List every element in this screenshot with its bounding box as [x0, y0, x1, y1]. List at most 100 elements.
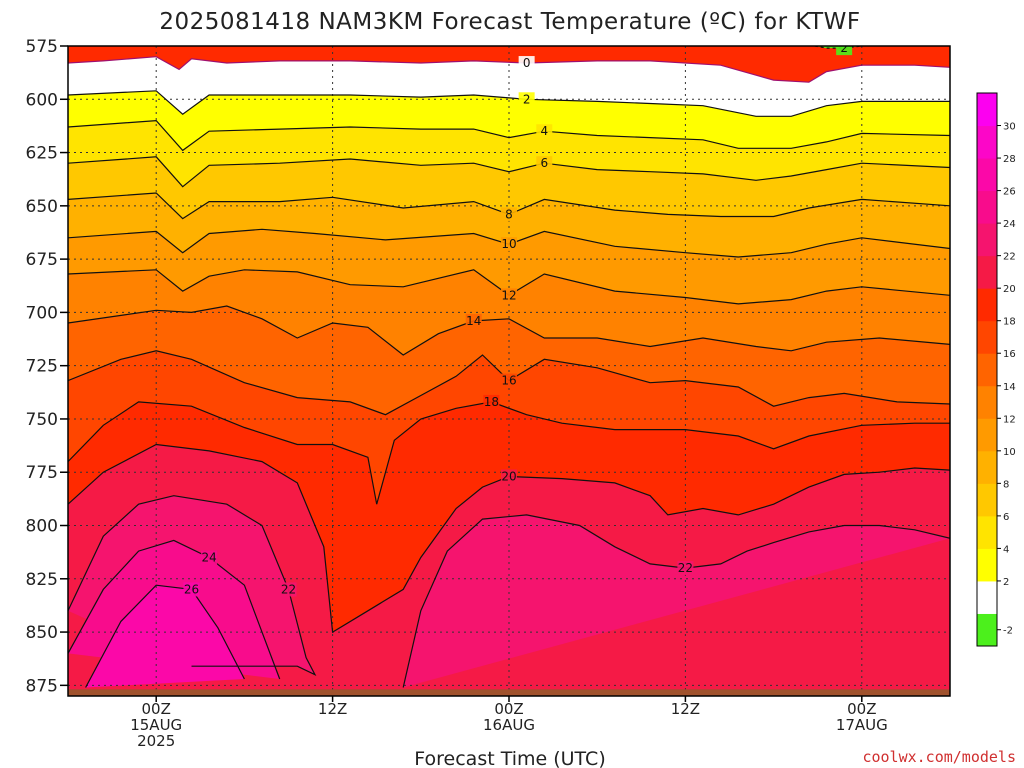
ytick-label-775: 775	[26, 463, 58, 483]
xtick-label-20-1: 16AUG	[483, 716, 535, 734]
ytick-label-625: 625	[26, 144, 58, 164]
colorbar-bin-16	[977, 320, 997, 354]
contour-label-bg-11	[501, 469, 517, 484]
colorbar-bin-4	[977, 515, 997, 549]
ytick-label-875: 875	[26, 676, 58, 696]
colorbar-label-22: 22	[1003, 252, 1016, 263]
xtick-label-40-0: 00Z	[847, 700, 876, 718]
contour-label-18-10: 18	[484, 395, 499, 409]
colorbar-bin-28	[977, 125, 997, 159]
temperature-bands	[68, 46, 950, 696]
contour-16-9	[68, 350, 950, 416]
contour-label-bg-12	[280, 582, 297, 597]
credit-link[interactable]: coolwx.com/models	[862, 748, 1016, 766]
contour-0-0	[68, 56, 950, 83]
colorbar-label-30: 30	[1003, 122, 1016, 133]
colorbar-bin-0	[977, 580, 997, 614]
contour-label-bg-5	[501, 207, 517, 222]
ytick-label-750: 750	[26, 410, 58, 430]
colorbar-label--2: -2	[1003, 626, 1013, 637]
xtick-label-0-1: 15AUG	[130, 716, 182, 734]
colorbar-bin-8	[977, 450, 997, 484]
contour-label-6-4: 6	[540, 156, 548, 170]
contour-18-10	[68, 401, 950, 505]
contour-12-7	[68, 269, 950, 305]
colorbar-label-26: 26	[1003, 187, 1016, 198]
contour-label-bg-10	[483, 394, 500, 409]
xtick-label-20-0: 00Z	[494, 700, 523, 718]
colorbar-bin-18	[977, 288, 997, 322]
contour-20-11	[68, 443, 950, 634]
xtick-label-0-0: 00Z	[142, 700, 171, 718]
contour-label-bg-8	[465, 313, 482, 328]
contour-label-22-12: 22	[281, 582, 296, 596]
colorbar-bin--4	[977, 613, 997, 647]
colorbar-label-16: 16	[1003, 349, 1016, 360]
contour-label-2-2: 2	[523, 92, 531, 106]
contour-label--2-1: 2	[840, 41, 848, 55]
contour-label-bg-4	[536, 156, 553, 171]
colorbar-bin-10	[977, 418, 997, 452]
colorbar-bin-26	[977, 158, 997, 192]
contour-label-0-0: 0	[523, 56, 531, 70]
colorbar-label-14: 14	[1003, 382, 1016, 393]
colorbar-label-18: 18	[1003, 317, 1016, 328]
colorbar-bin-30	[977, 93, 997, 127]
colorbar-bin-22	[977, 223, 997, 257]
xtick-label-40-1: 17AUG	[836, 716, 888, 734]
xtick-label-0-2: 2025	[137, 732, 175, 750]
contour-label-bg-13	[677, 561, 694, 576]
colorbar-label-6: 6	[1003, 512, 1009, 523]
contour-label-bg-3	[536, 124, 553, 139]
ytick-label-850: 850	[26, 623, 58, 643]
colorbar-label-4: 4	[1003, 544, 1009, 555]
contour-label-bg-9	[501, 373, 517, 388]
contour-label-bg-15	[183, 582, 200, 597]
contour-label-26-15: 26	[184, 582, 199, 596]
colorbar-label-10: 10	[1003, 447, 1016, 458]
colorbar-frame	[976, 92, 998, 647]
contour-label-20-11: 20	[501, 469, 516, 483]
colorbar-bin-14	[977, 353, 997, 387]
contour-6-4	[68, 156, 950, 188]
ytick-label-725: 725	[26, 357, 58, 377]
ytick-label-575: 575	[26, 37, 58, 57]
contour-label-bg-0	[518, 56, 535, 71]
contour-label-bg-14	[201, 550, 218, 565]
colorbar-bin-6	[977, 483, 997, 517]
colorbar-bin-20	[977, 255, 997, 289]
contour-label-bg-2	[518, 92, 535, 107]
contour-label-4-3: 4	[540, 124, 548, 138]
colorbar-label-2: 2	[1003, 577, 1009, 588]
contour-label-14-8: 14	[466, 314, 481, 328]
xtick-label-30-0: 12Z	[671, 700, 700, 718]
ytick-label-600: 600	[26, 90, 58, 110]
contour-label-16-9: 16	[501, 374, 516, 388]
colorbar-bin-24	[977, 190, 997, 224]
contour-label-bg-7	[501, 288, 517, 303]
x-axis-label: Forecast Time (UTC)	[414, 748, 605, 768]
colorbar-label-28: 28	[1003, 154, 1016, 165]
xtick-label-10-0: 12Z	[318, 700, 347, 718]
colorbar-label-24: 24	[1003, 219, 1016, 230]
colorbar-label-8: 8	[1003, 479, 1009, 490]
contour-label-12-7: 12	[501, 288, 516, 302]
contour-label-8-5: 8	[505, 207, 513, 221]
ytick-label-700: 700	[26, 303, 58, 323]
y-axis-pressure-ticks: 575 600 625 650 675 700 725 750 775 800 825 850 875	[26, 37, 68, 696]
colorbar-label-12: 12	[1003, 414, 1016, 425]
contour-label-bg-1	[836, 46, 853, 56]
contour-label-24-14: 24	[201, 550, 216, 564]
band-26-15	[85, 585, 245, 688]
colorbar-label-20: 20	[1003, 284, 1016, 295]
ytick-label-675: 675	[26, 250, 58, 270]
ytick-label-650: 650	[26, 197, 58, 217]
band-22-13	[403, 514, 950, 688]
contour-26-15	[85, 584, 245, 688]
colorbar-bin-2	[977, 548, 997, 582]
